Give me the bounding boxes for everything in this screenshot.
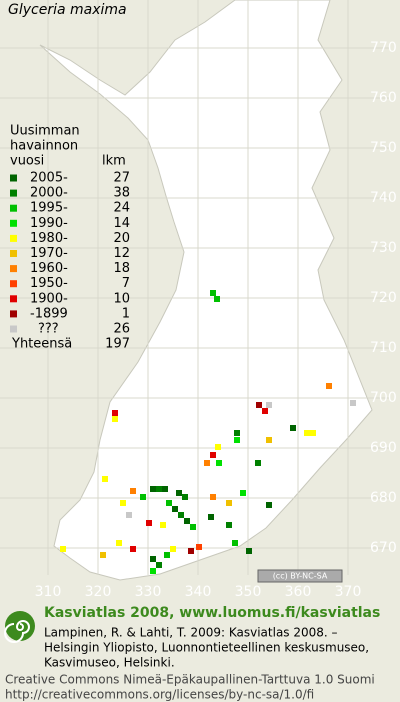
citation: Helsingin Yliopisto, Luonnontieteellinen…	[44, 641, 369, 655]
legend-count: 1	[122, 306, 130, 321]
x-grid-label: 330	[135, 584, 162, 600]
y-grid-label: 750	[370, 140, 397, 156]
legend-total-label: Yhteensä	[11, 337, 72, 352]
legend-label: 2000-	[30, 186, 68, 201]
y-grid-label: 670	[370, 540, 397, 556]
license-text: Creative Commons Nimeä-Epäkaupallinen-Ta…	[5, 673, 375, 687]
legend-label: 2005-	[30, 171, 68, 186]
legend-label: 1980-	[30, 231, 68, 246]
license-badge	[257, 569, 343, 583]
x-grid-label: 320	[85, 584, 112, 600]
x-grid-label: 340	[185, 584, 212, 600]
y-grid-label: 690	[370, 440, 397, 456]
legend-swatch	[10, 204, 17, 212]
legend-label: 1950-	[30, 276, 68, 291]
y-grid-label: 720	[370, 290, 397, 306]
legend-heading: Uusimman	[10, 124, 80, 139]
legend-swatch	[10, 310, 17, 318]
x-grid-label: 360	[285, 584, 312, 600]
legend-count: 20	[113, 231, 130, 246]
legend-count: 18	[113, 261, 130, 276]
legend-count: 14	[113, 216, 130, 231]
legend-heading: vuosi	[10, 154, 44, 169]
legend-heading: havainnon	[10, 139, 78, 154]
legend-count: 27	[113, 171, 130, 186]
legend-swatch	[10, 280, 17, 288]
legend-label: 1900-	[30, 291, 68, 306]
legend-label: ???	[38, 322, 59, 337]
land	[39, 0, 373, 581]
legend-label: 1995-	[30, 201, 68, 216]
grid	[0, 0, 390, 575]
y-grid-label: 680	[370, 490, 397, 506]
legend-swatch	[10, 219, 17, 227]
legend-swatch	[10, 325, 17, 333]
y-grid-label: 760	[370, 90, 397, 106]
legend-count-heading: lkm	[102, 154, 126, 169]
legend-count: 24	[113, 201, 130, 216]
legend-count: 7	[122, 276, 130, 291]
y-grid-label: 770	[370, 40, 397, 56]
legend-swatch	[10, 265, 17, 273]
citation: Kasvimuseo, Helsinki.	[44, 656, 175, 670]
legend-count: 10	[113, 291, 130, 306]
legend-count: 38	[113, 186, 130, 201]
y-grid-label: 730	[370, 240, 397, 256]
x-grid-label: 310	[35, 584, 62, 600]
legend-total-count: 197	[105, 337, 130, 352]
y-grid-label: 740	[370, 190, 397, 206]
footer-heading: Kasviatlas 2008, www.luomus.fi/kasviatla…	[44, 605, 380, 621]
legend-count: 26	[113, 322, 130, 337]
legend-swatch	[10, 234, 17, 242]
y-grid-label: 700	[370, 390, 397, 406]
legend-label: 1990-	[30, 216, 68, 231]
title: Glyceria maxima	[8, 2, 127, 18]
observations	[60, 290, 356, 574]
legend-swatch	[10, 295, 17, 303]
legend-swatch	[10, 189, 17, 197]
citation: Lampinen, R. & Lahti, T. 2009: Kasviatla…	[44, 626, 338, 640]
legend-label: 1970-	[30, 246, 68, 261]
legend-swatch	[10, 250, 17, 257]
logo	[4, 611, 35, 643]
x-grid-label: 370	[335, 584, 362, 600]
legend-label: 1960-	[30, 261, 68, 276]
license-text: http://creativecommons.org/licenses/by-n…	[5, 688, 314, 702]
legend-label: -1899	[30, 306, 68, 321]
legend-count: 12	[113, 246, 130, 261]
y-grid-label: 710	[370, 340, 397, 356]
x-grid-label: 350	[235, 584, 262, 600]
legend-swatch	[10, 174, 17, 182]
license-badge-text: (cc) BY-NC-SA	[273, 572, 328, 581]
